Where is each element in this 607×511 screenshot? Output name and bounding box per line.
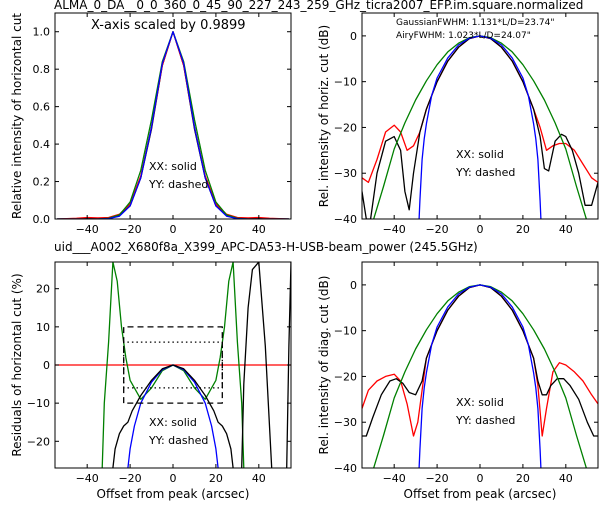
series-line-black-3: [112, 364, 234, 468]
series-group: [362, 35, 598, 219]
x-tick-label: 40: [559, 472, 573, 485]
x-tick-label: 0: [170, 223, 177, 236]
plot-frame: [54, 12, 292, 220]
x-tick-label: −20: [425, 223, 448, 236]
y-tick-label: 0.6: [33, 101, 51, 114]
y-tick-label: −10: [334, 76, 357, 89]
panel-bottom-right: −40 −20 0 20 40 −40 −30 −20 −10 0 Rel. intensity o…: [317, 261, 599, 501]
x-axis-label: Offset from peak (arcsec): [97, 487, 250, 501]
y-tick-label: −30: [334, 416, 357, 429]
x-tick-label: −20: [118, 223, 141, 236]
y-tick-label: 0: [350, 30, 357, 43]
series-line-black-6: [123, 326, 223, 404]
y-tick-label: −30: [334, 167, 357, 180]
x-tick-label: 0: [170, 472, 177, 485]
x-tick-label: −40: [383, 223, 406, 236]
x-tick-label: −40: [383, 472, 406, 485]
x-tick-label: −20: [425, 472, 448, 485]
fit-label-blue: AiryFWHM: 1.023*L/D=24.07": [396, 31, 531, 41]
series-group: [362, 284, 598, 468]
series-line-black-4: [241, 262, 273, 468]
y-tick-label: 10: [36, 321, 50, 334]
scale-annotation: X-axis scaled by 0.9899: [91, 18, 246, 33]
y-tick-label: 0.4: [33, 138, 51, 151]
y-tick-label: −10: [334, 325, 357, 338]
x-tick-label: 20: [209, 472, 223, 485]
plot-area: [362, 13, 598, 219]
y-tick-label: −40: [334, 213, 357, 226]
legend-text: XX: solid: [456, 148, 504, 161]
fit-label-green: GaussianFWHM: 1.131*L/D=23.74": [396, 18, 554, 28]
y-tick-label: 0: [350, 279, 357, 292]
y-tick-label: 1.0: [33, 26, 51, 39]
x-tick-label: 0: [477, 223, 484, 236]
figure-suptitle: ALMA_0_DA__0_0_360_0_45_90_227_243_259_G…: [54, 0, 583, 12]
y-tick-label: 0.2: [33, 176, 51, 189]
series-line-black-5: [286, 262, 291, 468]
y-tick-label: −20: [334, 370, 357, 383]
panel-bottom-left: −40 −20 0 20 40 −20 −10 0 10 20 Residuals of horiz…: [10, 261, 292, 501]
legend-text: XX: solid: [149, 160, 197, 173]
legend-text: YY: dashed: [148, 434, 208, 447]
y-axis-label: Rel. intensity of horiz. cut (dB): [317, 25, 331, 207]
plot-frame: [361, 261, 599, 469]
x-axis-label: Offset from peak (arcsec): [404, 487, 557, 501]
x-tick-label: 20: [209, 223, 223, 236]
y-tick-label: −10: [27, 397, 50, 410]
series-line-black-7: [123, 341, 223, 389]
plot-area: [55, 13, 291, 219]
x-tick-label: 40: [252, 223, 266, 236]
x-tick-label: 20: [516, 472, 530, 485]
x-tick-label: −20: [118, 472, 141, 485]
x-tick-label: 20: [516, 223, 530, 236]
figure-subtitle: uid___A002_X680f8a_X399_APC-DA53-H-USB-b…: [54, 240, 478, 254]
y-axis-label: Residuals of horizontal cut (%): [10, 273, 24, 456]
panel-top-left: −40 −20 0 20 40 0.0 0.2 0.4 0.6 0.8 1.0 Relative in…: [10, 12, 292, 236]
y-axis-label: Rel. intensity of diag. cut (dB): [317, 276, 331, 455]
x-tick-label: 40: [252, 472, 266, 485]
y-tick-label: −20: [27, 435, 50, 448]
series-line-blue-3: [418, 284, 542, 468]
legend-text: YY: dashed: [455, 166, 515, 179]
panel-top-right: −40 −20 0 20 40 −40 −30 −20 −10 0 Rel. intensity o…: [317, 12, 599, 236]
y-tick-label: −20: [334, 121, 357, 134]
y-tick-label: 20: [36, 283, 50, 296]
legend-text: YY: dashed: [148, 178, 208, 191]
y-tick-label: 0.8: [33, 63, 51, 76]
y-tick-label: 0: [43, 359, 50, 372]
y-axis-label: Relative intensity of horizontal cut: [10, 13, 24, 219]
y-tick-label: −40: [334, 462, 357, 475]
x-tick-label: 0: [477, 472, 484, 485]
plot-frame: [361, 12, 599, 220]
plot-area: [362, 262, 598, 468]
plot-frame: [54, 261, 292, 469]
legend-text: XX: solid: [149, 416, 197, 429]
series-group: [55, 262, 291, 468]
x-tick-label: −40: [76, 472, 99, 485]
legend-text: YY: dashed: [455, 414, 515, 427]
x-tick-label: −40: [76, 223, 99, 236]
y-tick-label: 0.0: [33, 213, 51, 226]
x-tick-label: 40: [559, 223, 573, 236]
legend-text: XX: solid: [456, 396, 504, 409]
series-line-blue-3: [418, 35, 542, 219]
